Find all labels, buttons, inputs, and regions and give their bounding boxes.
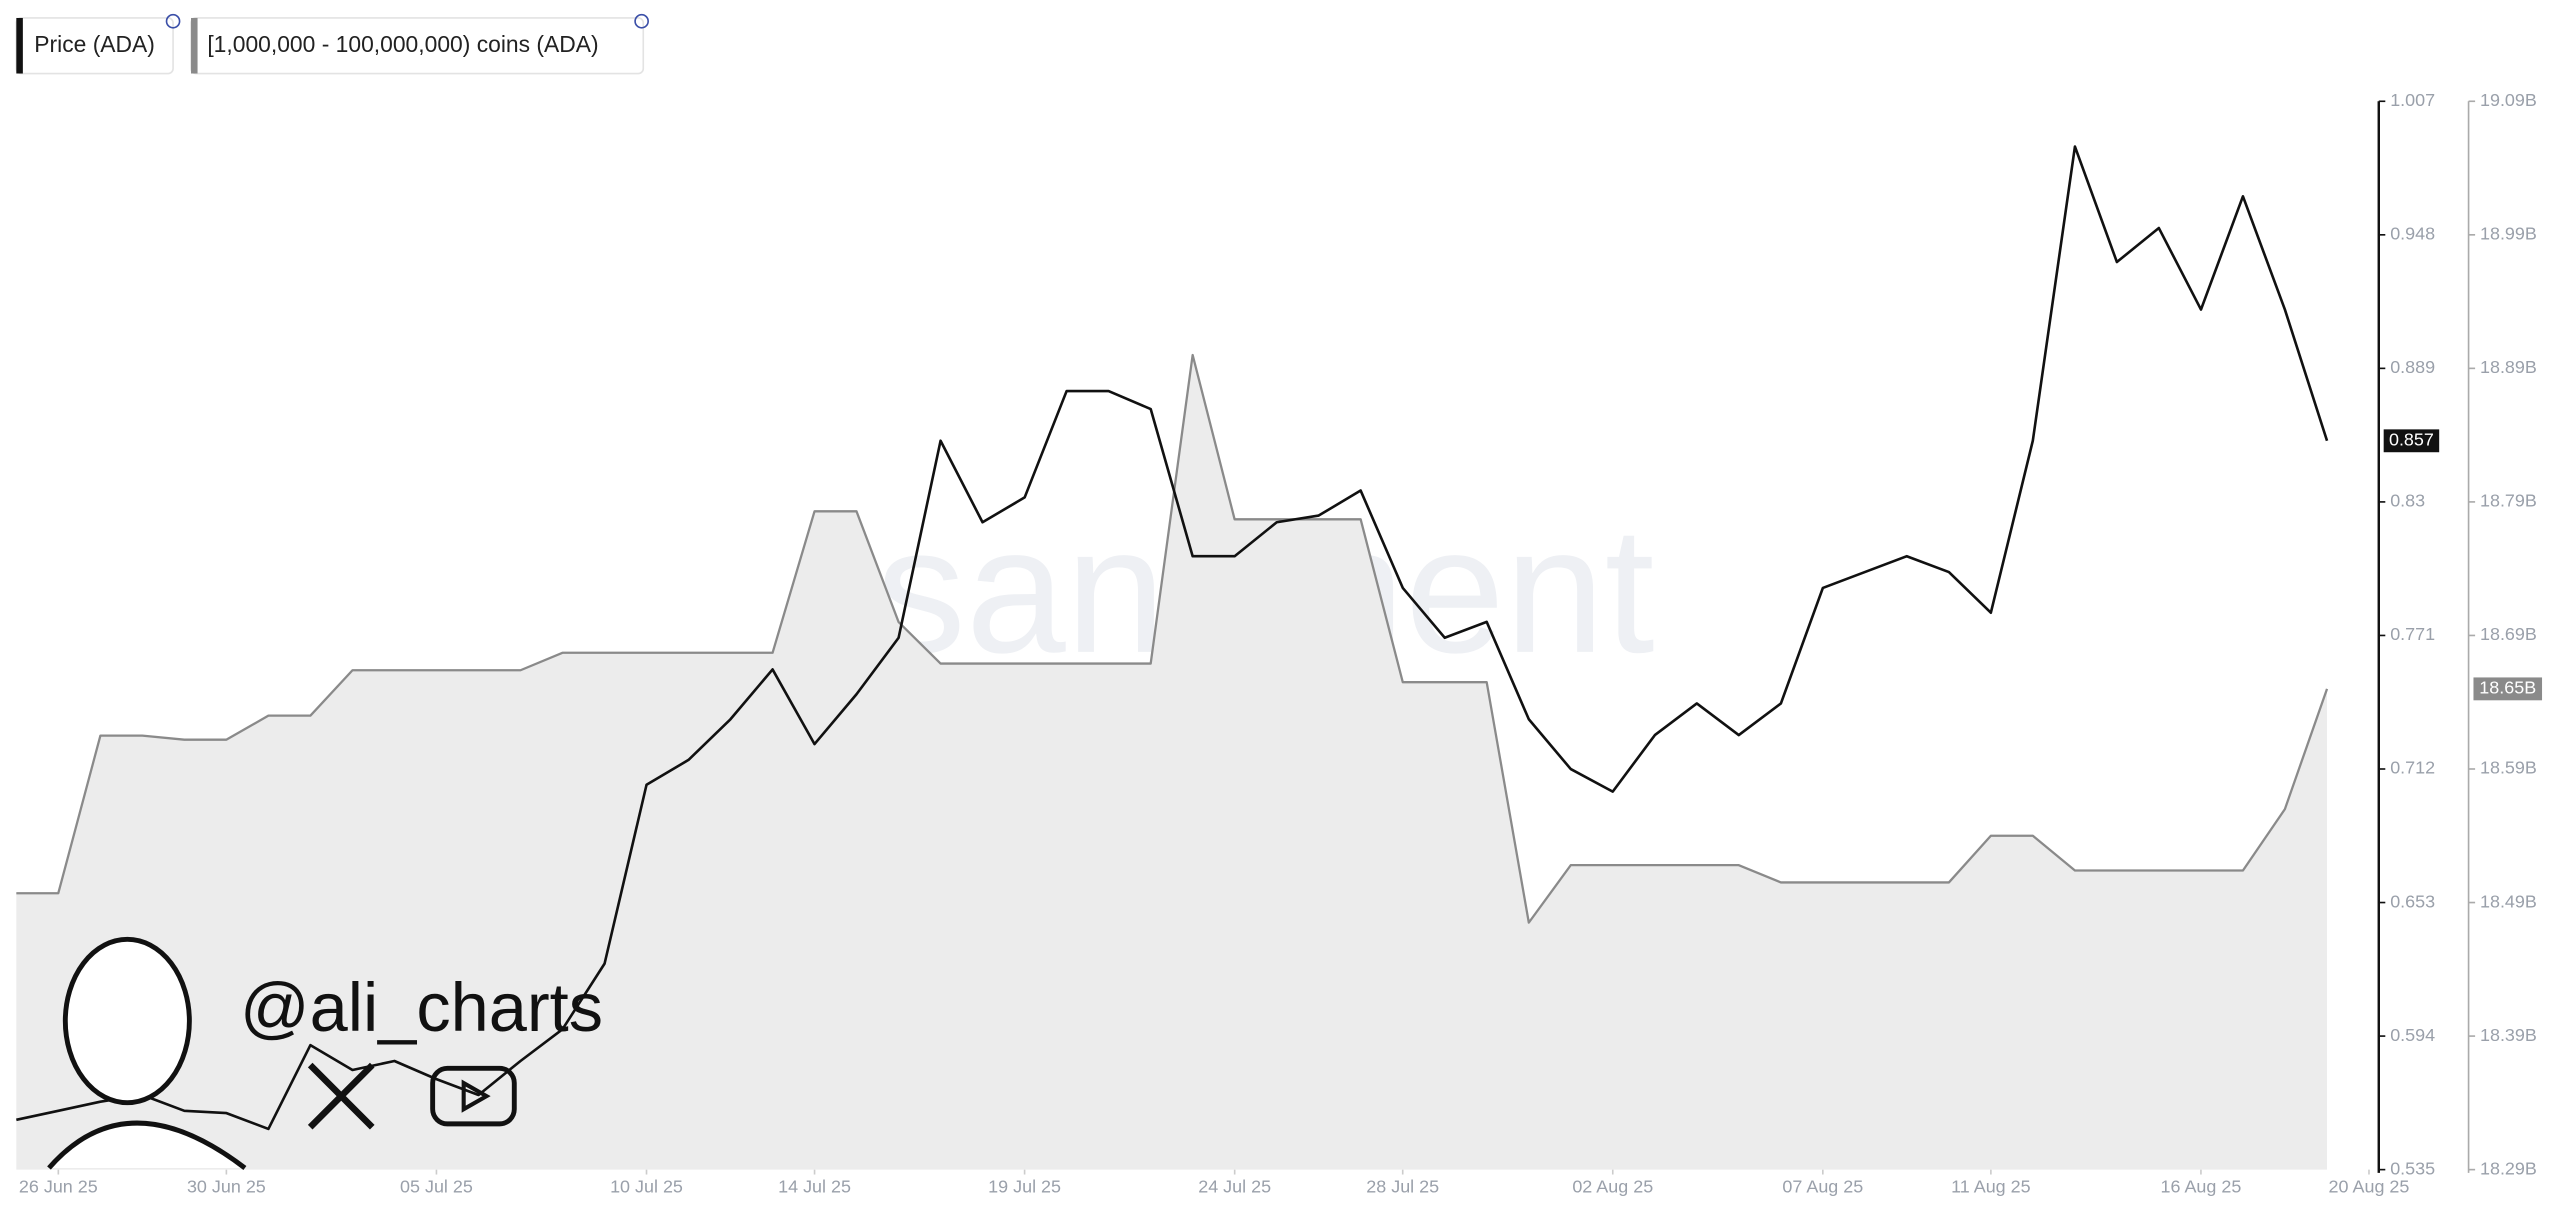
legend-label: [1,000,000 - 100,000,000) coins (ADA) (207, 31, 598, 57)
y-tick-label: 0.653 (2390, 891, 2435, 911)
asset-icon (165, 13, 181, 29)
current-value-label: 18.65B (2479, 678, 2536, 698)
legend-label: Price (ADA) (34, 31, 155, 57)
y2-tick-label: 18.79B (2480, 491, 2537, 511)
x-tick-label: 16 Aug 25 (2161, 1176, 2242, 1196)
x-tick-label: 24 Jul 25 (1198, 1176, 1271, 1196)
author-badge: @ali_charts (47, 936, 603, 1170)
youtube-icon (430, 1065, 517, 1127)
youtube-play (461, 1079, 491, 1113)
legend: Price (ADA) [1,000,000 - 100,000,000) co… (15, 13, 649, 75)
x-tick-label: 26 Jun 25 (19, 1176, 98, 1196)
y-tick-label: 0.771 (2390, 624, 2435, 644)
x-tick-label: 11 Aug 25 (1951, 1176, 2031, 1196)
line (16, 353, 2329, 924)
plot: 0.535 0.594 0.653 0.712 0.771 0.83 0.889 0.948 1… (16, 90, 2543, 1196)
area (16, 354, 2328, 1170)
y-tick-label: 0.889 (2390, 357, 2435, 377)
x-tick-label: 10 Jul 25 (610, 1176, 683, 1196)
avatar (62, 936, 192, 1106)
y2-tick-label: 18.49B (2480, 891, 2537, 911)
y-tick-label: 0.594 (2390, 1025, 2435, 1045)
x-tick-label: 14 Jul 25 (778, 1176, 851, 1196)
legend-swatch (191, 17, 198, 74)
y-tick-label: 0.535 (2390, 1158, 2435, 1178)
y-tick-label: 1.007 (2390, 90, 2435, 110)
x-tick-label: 19 Jul 25 (988, 1176, 1061, 1196)
y2-tick-label: 18.29B (2480, 1158, 2537, 1178)
current-value-tag (2383, 429, 2440, 453)
line (16, 145, 2329, 1131)
x-tick-label: 30 Jun 25 (187, 1176, 266, 1196)
x-icon (307, 1062, 375, 1130)
y2-tick-label: 18.39B (2480, 1025, 2537, 1045)
asset-icon (634, 13, 649, 29)
x-tick-label: 07 Aug 25 (1782, 1176, 1863, 1196)
y-tick-label: 0.948 (2390, 224, 2435, 244)
handle: @ali_charts (240, 969, 603, 1046)
y2-tick-label: 18.69B (2480, 624, 2537, 644)
x-tick-label: 02 Aug 25 (1572, 1176, 1653, 1196)
avatar-shoulders (47, 1120, 247, 1170)
x-tick-label: 28 Jul 25 (1366, 1176, 1439, 1196)
x-tick-label: 05 Jul 25 (400, 1176, 473, 1196)
x-tick-label: 20 Aug 25 (2329, 1176, 2410, 1196)
y2-tick-label: 19.09B (2480, 90, 2537, 110)
current-value-label: 0.857 (2389, 430, 2434, 450)
y2-tick-label: 18.89B (2480, 357, 2537, 377)
current-value-tag (2473, 677, 2543, 701)
y-tick-label: 0.712 (2390, 758, 2435, 778)
legend-chip[interactable] (190, 17, 645, 75)
y2-tick-label: 18.59B (2480, 758, 2537, 778)
legend-swatch (16, 17, 23, 74)
y-tick-label: 0.83 (2390, 491, 2425, 511)
y2-tick-label: 18.99B (2480, 224, 2537, 244)
